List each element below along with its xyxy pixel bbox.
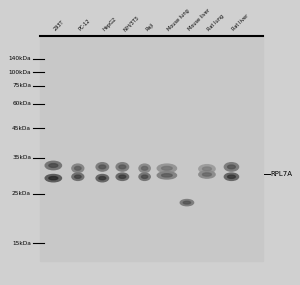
Ellipse shape — [202, 167, 211, 171]
Text: 60kDa: 60kDa — [12, 101, 31, 106]
Ellipse shape — [202, 173, 211, 176]
Text: 100kDa: 100kDa — [8, 70, 31, 75]
Ellipse shape — [157, 164, 176, 172]
Ellipse shape — [199, 165, 215, 173]
Text: PC-12: PC-12 — [78, 18, 92, 32]
Ellipse shape — [227, 165, 236, 169]
Ellipse shape — [96, 163, 109, 171]
Text: 75kDa: 75kDa — [12, 83, 31, 88]
Ellipse shape — [116, 163, 129, 171]
Ellipse shape — [142, 166, 148, 170]
Text: 25kDa: 25kDa — [12, 191, 31, 196]
Text: Rat lung: Rat lung — [207, 13, 225, 32]
Ellipse shape — [119, 175, 126, 178]
Ellipse shape — [45, 174, 62, 182]
Ellipse shape — [224, 163, 239, 171]
Ellipse shape — [99, 176, 106, 180]
Text: Raji: Raji — [145, 22, 155, 32]
Text: Mouse liver: Mouse liver — [187, 8, 211, 32]
Text: 15kDa: 15kDa — [12, 241, 31, 246]
Ellipse shape — [99, 165, 106, 169]
Ellipse shape — [183, 201, 190, 204]
Text: 35kDa: 35kDa — [12, 155, 31, 160]
Ellipse shape — [162, 166, 172, 170]
Ellipse shape — [116, 173, 129, 180]
Ellipse shape — [142, 175, 148, 178]
Ellipse shape — [72, 164, 84, 172]
Ellipse shape — [96, 174, 109, 182]
Ellipse shape — [119, 165, 126, 169]
Text: Mouse lung: Mouse lung — [167, 8, 191, 32]
Ellipse shape — [227, 175, 236, 178]
Ellipse shape — [75, 175, 81, 178]
Ellipse shape — [72, 173, 84, 180]
Text: 140kDa: 140kDa — [8, 56, 31, 61]
Ellipse shape — [49, 176, 58, 180]
Ellipse shape — [139, 173, 150, 180]
Ellipse shape — [180, 200, 194, 206]
Text: 293T: 293T — [53, 20, 66, 32]
Text: 45kDa: 45kDa — [12, 126, 31, 131]
Text: NIH/3T3: NIH/3T3 — [122, 14, 140, 32]
Ellipse shape — [224, 173, 239, 180]
Ellipse shape — [75, 166, 81, 170]
Text: HepG2: HepG2 — [102, 16, 118, 32]
FancyBboxPatch shape — [40, 36, 262, 261]
Ellipse shape — [45, 161, 62, 170]
Ellipse shape — [49, 164, 58, 167]
Text: RPL7A: RPL7A — [271, 171, 292, 177]
Ellipse shape — [162, 174, 172, 177]
Ellipse shape — [139, 164, 150, 172]
Text: Rat liver: Rat liver — [231, 13, 250, 32]
Ellipse shape — [199, 171, 215, 178]
Ellipse shape — [157, 172, 176, 179]
